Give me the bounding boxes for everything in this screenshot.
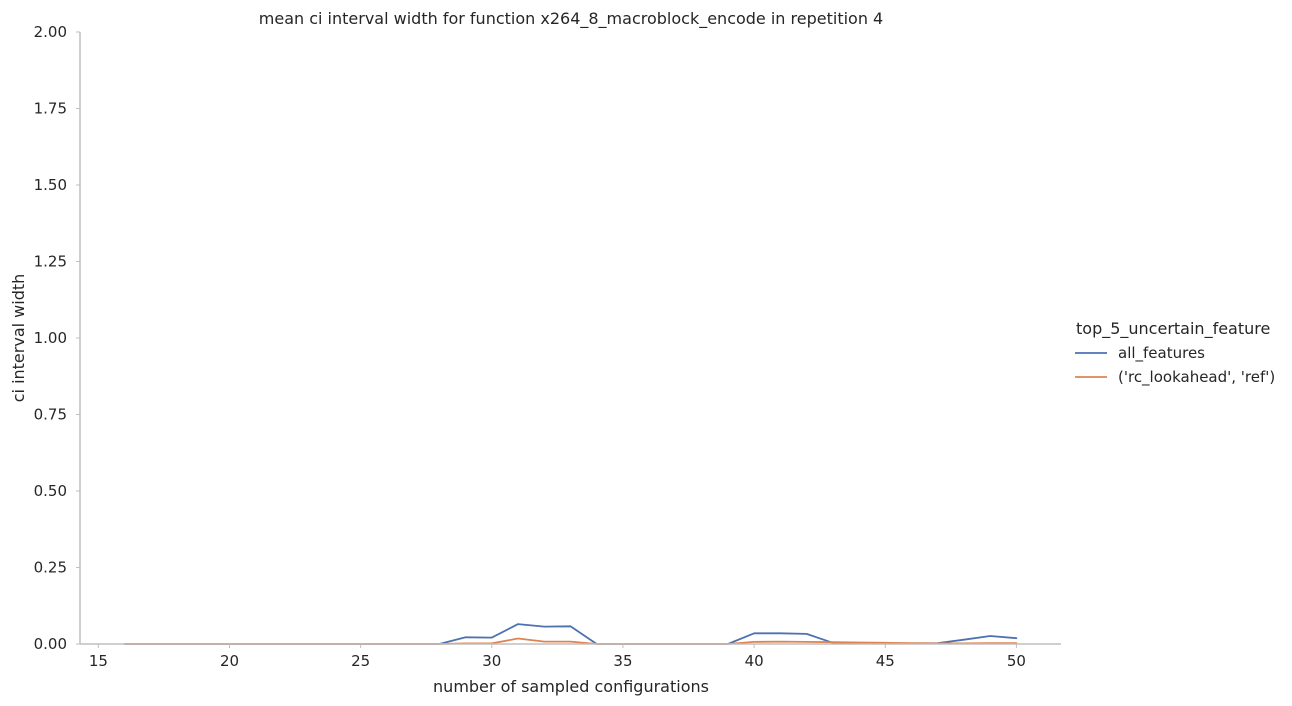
legend: top_5_uncertain_feature all_features ('rc… — [1075, 319, 1275, 387]
y-tick-label: 1.00 — [34, 329, 67, 347]
x-tick-label: 50 — [1007, 652, 1026, 670]
x-tick-label: 20 — [220, 652, 239, 670]
plot-area — [123, 623, 1018, 645]
y-axis-label: ci interval width — [9, 274, 28, 403]
y-tick-label: 2.00 — [34, 23, 67, 41]
x-tick-label: 45 — [876, 652, 895, 670]
series-line-1 — [123, 637, 1018, 645]
y-axis-ticks: 0.00 0.25 0.50 0.75 1.00 1.25 1.50 1.75 2.00 — [34, 23, 80, 653]
y-tick-label: 0.00 — [34, 635, 67, 653]
legend-title: top_5_uncertain_feature — [1076, 319, 1270, 339]
x-tick-label: 40 — [745, 652, 764, 670]
legend-label-1: ('rc_lookahead', 'ref') — [1118, 368, 1275, 387]
y-tick-label: 1.75 — [34, 100, 67, 118]
x-tick-label: 15 — [89, 652, 108, 670]
y-tick-label: 0.75 — [34, 406, 67, 424]
y-tick-label: 0.50 — [34, 482, 67, 500]
legend-label-0: all_features — [1118, 344, 1205, 363]
x-axis-ticks: 15 20 25 30 35 40 45 50 — [89, 644, 1026, 670]
x-tick-label: 30 — [482, 652, 501, 670]
x-tick-label: 35 — [613, 652, 632, 670]
y-tick-label: 1.25 — [34, 253, 67, 271]
chart-title: mean ci interval width for function x264… — [259, 9, 883, 29]
y-tick-label: 1.50 — [34, 176, 67, 194]
x-axis-label: number of sampled configurations — [433, 677, 709, 696]
y-tick-label: 0.25 — [34, 559, 67, 577]
x-tick-label: 25 — [351, 652, 370, 670]
